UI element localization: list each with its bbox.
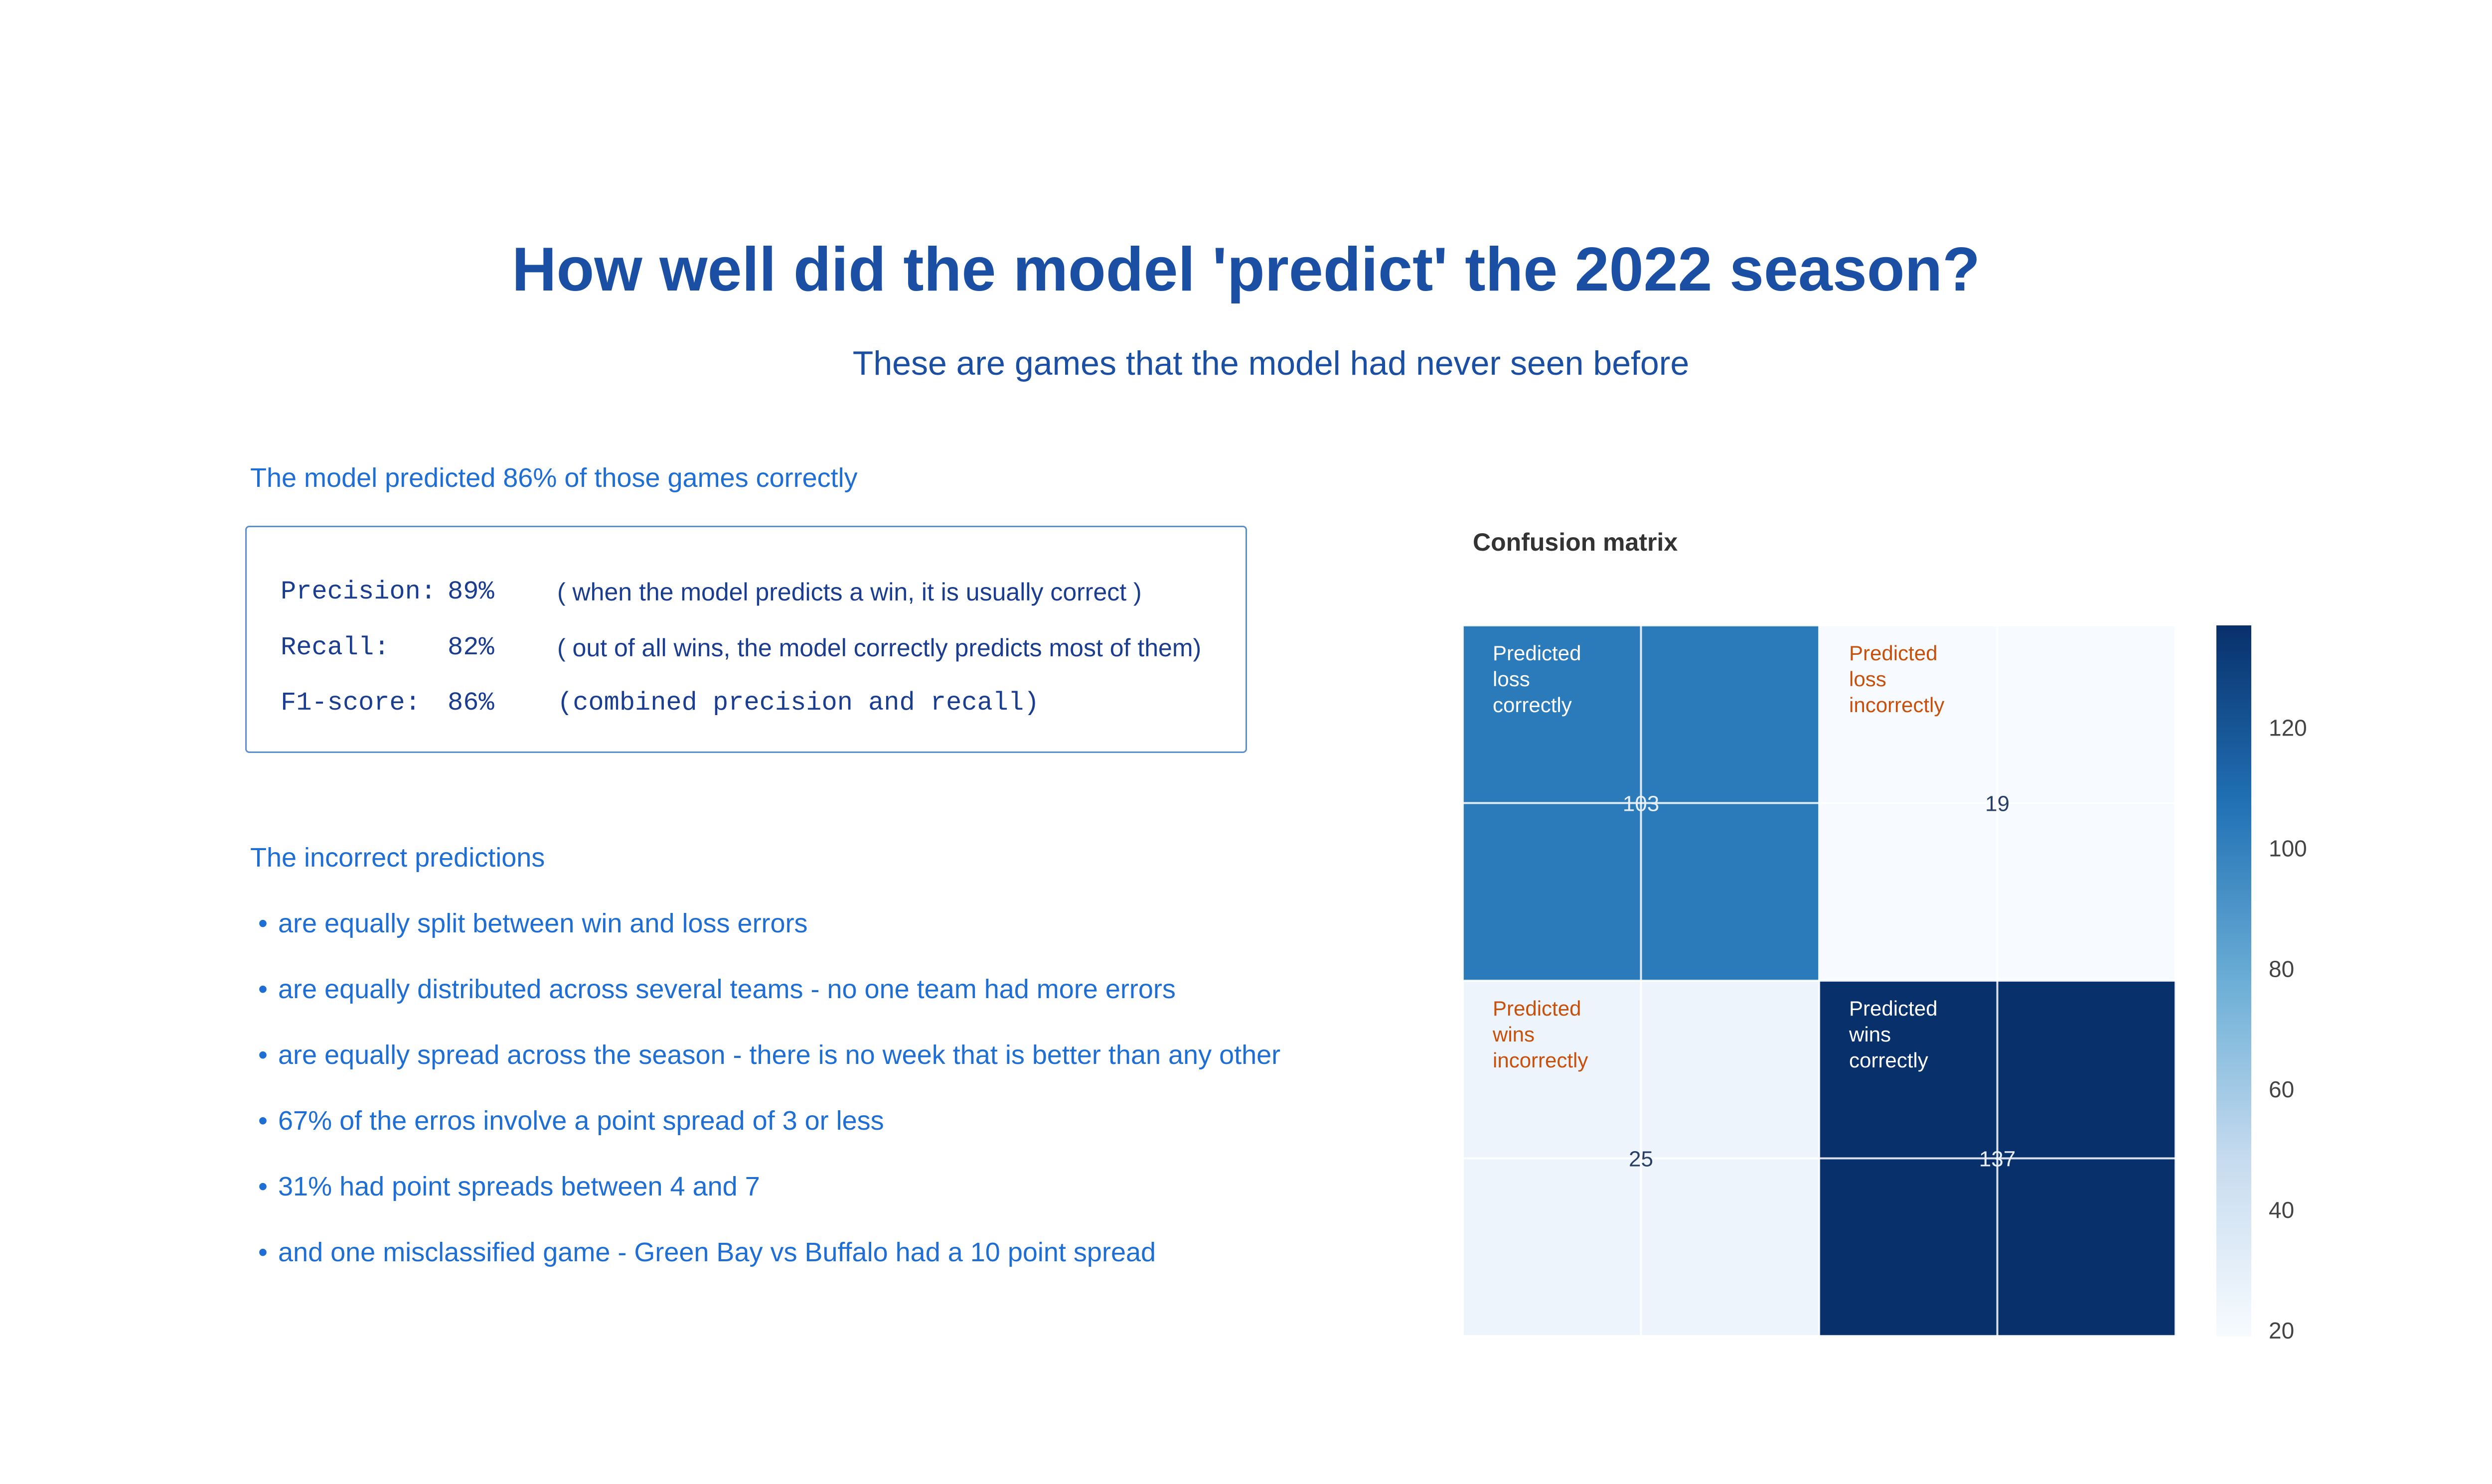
incorrect-list: • are equally split between win and loss … (258, 907, 1280, 1302)
list-item: • 31% had point spreads between 4 and 7 (258, 1170, 1280, 1236)
cell-value-label: 19 (1985, 792, 2010, 816)
list-item: • are equally spread across the season - … (258, 1039, 1280, 1104)
cell-annotation: Predicted (1493, 641, 1581, 665)
list-item: • 67% of the erros involve a point spread… (258, 1104, 1280, 1170)
metric-note: (combined precision and recall) (557, 688, 1040, 718)
cell-annotation: correctly (1493, 693, 1572, 717)
colorbar-tick-label: 20 (2269, 1318, 2294, 1343)
cell-annotation: Predicted (1849, 641, 1937, 665)
page-subtitle: These are games that the model had never… (852, 344, 1690, 382)
metric-value: 89% (448, 577, 494, 606)
cell-annotation: Predicted (1849, 997, 1937, 1020)
colorbar-tick-label: 40 (2269, 1197, 2294, 1223)
metric-name: Precision: (281, 577, 437, 606)
cell-annotation: correctly (1849, 1048, 1928, 1072)
list-item-text: are equally split between win and loss e… (278, 908, 808, 938)
list-item-text: are equally spread across the season - t… (278, 1040, 1281, 1070)
incorrect-heading: The incorrect predictions (250, 843, 545, 873)
list-item: • and one misclassified game - Green Bay … (258, 1236, 1280, 1302)
cell-annotation: wins (1849, 1023, 1891, 1046)
colorbar-tick-label: 120 (2269, 715, 2307, 741)
colorbar-ticks: 20 40 60 80 100 120 (2269, 715, 2307, 1343)
metric-value: 82% (448, 633, 494, 662)
list-item-text: are equally distributed across several t… (278, 974, 1176, 1004)
cell-annotation: loss (1849, 667, 1886, 691)
metric-name: Recall: (281, 633, 390, 662)
metric-value: 86% (448, 688, 494, 718)
cell-value-label: 103 (1623, 792, 1659, 816)
colorbar-tick-label: 80 (2269, 956, 2294, 982)
bullet-icon: • (258, 908, 268, 938)
cell-annotation: incorrectly (1493, 1048, 1588, 1072)
cell-annotation: Predicted (1493, 997, 1581, 1020)
chart-title: Confusion matrix (1473, 528, 1678, 556)
cell-value-label: 25 (1629, 1147, 1653, 1172)
bullet-icon: • (258, 1106, 268, 1136)
heatmap-grid (1462, 624, 2177, 1337)
bullet-icon: • (258, 1237, 268, 1267)
list-item-text: 31% had point spreads between 4 and 7 (278, 1172, 760, 1201)
metrics-box: Precision: 89% ( when the model predicts… (245, 526, 1247, 753)
colorbar (2216, 625, 2251, 1336)
bullet-icon: • (258, 1172, 268, 1201)
metric-note: ( out of all wins, the model correctly p… (557, 634, 1202, 662)
cell-annotation: loss (1493, 667, 1530, 691)
colorbar-tick-label: 60 (2269, 1076, 2294, 1102)
bullet-icon: • (258, 974, 268, 1004)
list-item: • are equally split between win and loss … (258, 907, 1280, 973)
bullet-icon: • (258, 1040, 268, 1070)
accuracy-summary: The model predicted 86% of those games c… (250, 463, 858, 493)
colorbar-tick-label: 100 (2269, 835, 2307, 861)
list-item: • are equally distributed across several … (258, 973, 1280, 1039)
cell-value-label: 137 (1979, 1147, 2016, 1172)
cell-annotation: wins (1492, 1023, 1535, 1046)
cell-annotation: incorrectly (1849, 693, 1944, 717)
metric-note: ( when the model predicts a win, it is u… (557, 578, 1142, 606)
metric-name: F1-score: (281, 688, 421, 718)
list-item-text: and one misclassified game - Green Bay v… (278, 1237, 1156, 1267)
page-title: How well did the model 'predict' the 202… (511, 235, 1981, 304)
list-item-text: 67% of the erros involve a point spread … (278, 1106, 884, 1136)
